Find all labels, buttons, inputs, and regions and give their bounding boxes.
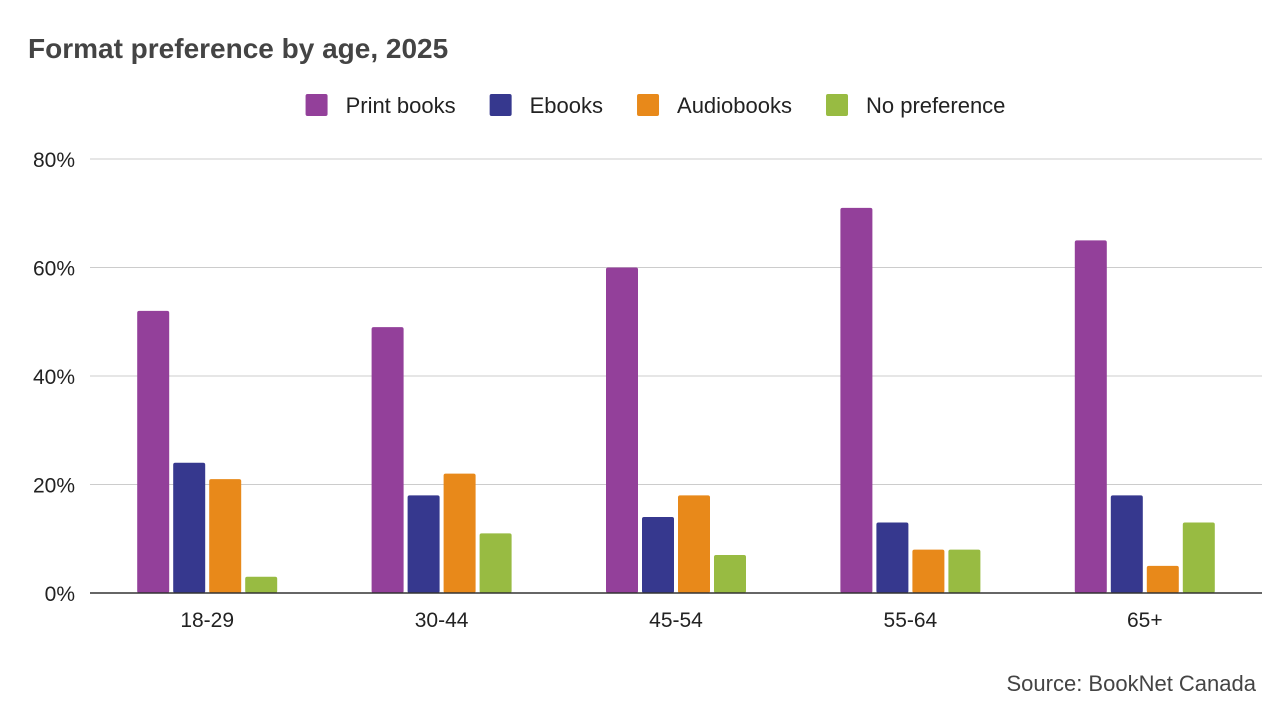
legend-swatch [305, 94, 328, 116]
bar-audiobooks-55-64 [912, 549, 945, 593]
bars [137, 207, 1215, 593]
bar-print-books-65+ [1074, 240, 1107, 593]
y-tick-label: 0% [45, 583, 75, 606]
bar-ebooks-30-44 [407, 495, 440, 593]
x-tick-label: 65+ [1127, 609, 1163, 632]
x-tick-label: 45-54 [649, 609, 703, 632]
legend-swatch [637, 94, 660, 116]
y-tick-label: 20% [33, 475, 75, 498]
legend-swatch [489, 94, 512, 116]
source-note: Source: BookNet Canada [1007, 671, 1257, 696]
bar-no-preference-30-44 [479, 533, 512, 593]
bar-audiobooks-45-54 [678, 495, 710, 593]
legend-item: Print books [305, 93, 456, 118]
bar-ebooks-65+ [1110, 495, 1143, 593]
legend-label: Ebooks [530, 93, 603, 118]
y-tick-label: 80% [33, 149, 75, 172]
bar-ebooks-18-29 [173, 462, 206, 593]
legend-item: No preference [826, 93, 1005, 118]
x-axis-ticks: 18-29 30-44 45-54 55-64 65+ [180, 609, 1162, 632]
bar-print-books-55-64 [840, 207, 873, 593]
bar-no-preference-65+ [1182, 522, 1215, 593]
gridlines [90, 158, 1262, 485]
legend-label: No preference [866, 93, 1005, 118]
bar-ebooks-55-64 [876, 522, 909, 593]
x-tick-label: 18-29 [180, 609, 234, 632]
legend-label: Audiobooks [677, 93, 792, 118]
bar-no-preference-55-64 [948, 549, 981, 593]
y-tick-label: 60% [33, 258, 75, 281]
bar-print-books-30-44 [371, 327, 404, 593]
y-axis-ticks: 0% 20% 40% 60% 80% [33, 149, 75, 606]
bar-print-books-18-29 [137, 310, 170, 593]
x-tick-label: 55-64 [884, 609, 938, 632]
legend-item: Audiobooks [637, 93, 792, 118]
bar-print-books-45-54 [606, 267, 638, 593]
legend-label: Print books [346, 93, 456, 118]
legend: Print books Ebooks Audiobooks No preference [305, 93, 1005, 118]
bar-no-preference-45-54 [714, 555, 746, 593]
bar-no-preference-18-29 [245, 576, 278, 593]
legend-swatch [826, 94, 849, 116]
bar-audiobooks-30-44 [443, 473, 476, 593]
y-tick-label: 40% [33, 366, 75, 389]
bar-audiobooks-18-29 [209, 479, 242, 593]
bar-ebooks-45-54 [642, 517, 674, 593]
x-tick-label: 30-44 [415, 609, 469, 632]
legend-item: Ebooks [489, 93, 603, 118]
bar-audiobooks-65+ [1146, 565, 1179, 593]
chart-title: Format preference by age, 2025 [28, 33, 448, 64]
